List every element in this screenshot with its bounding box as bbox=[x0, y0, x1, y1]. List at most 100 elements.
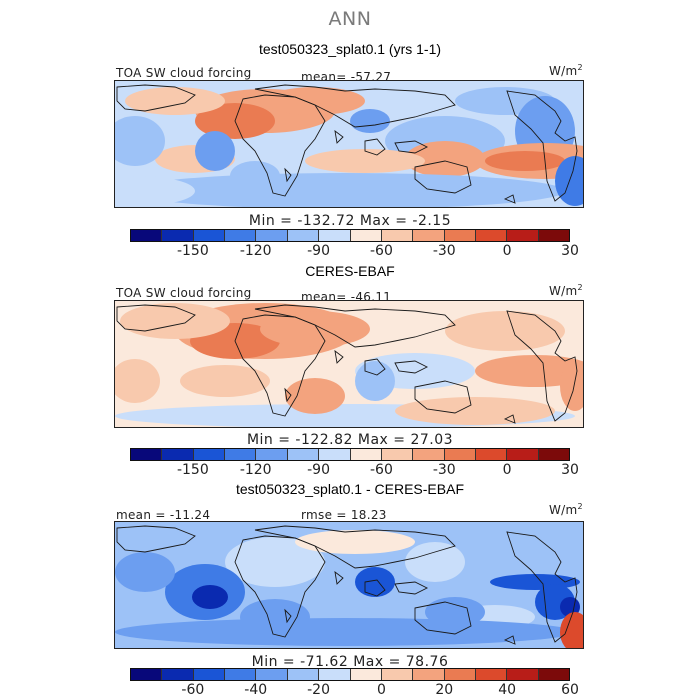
colorbar-tick-label: -90 bbox=[307, 243, 330, 259]
colorbar-tick-label: -30 bbox=[432, 462, 456, 478]
colorbar-tick-label: 20 bbox=[435, 682, 454, 698]
panel-2-units: W/m2 bbox=[549, 283, 583, 298]
figure-title: ANN bbox=[328, 8, 372, 30]
panel-2-left-label: TOA SW cloud forcing bbox=[116, 286, 252, 300]
field-contour bbox=[115, 176, 195, 206]
colorbar-swatch bbox=[287, 230, 320, 241]
field-contour bbox=[265, 87, 365, 115]
colorbar-swatch bbox=[507, 669, 539, 680]
panel-3-map bbox=[114, 521, 584, 649]
coastline bbox=[364, 579, 386, 597]
colorbar-swatch bbox=[381, 449, 414, 460]
colorbar-swatch bbox=[162, 230, 194, 241]
colorbar-tick-label: 0 bbox=[502, 243, 512, 259]
colorbar-tick-label: -30 bbox=[432, 243, 456, 259]
panel-3-colorbar bbox=[130, 668, 570, 681]
colorbar-tick-label: 30 bbox=[561, 243, 579, 259]
panel-3-units-base: W/m bbox=[549, 503, 578, 517]
colorbar-tick-label: 30 bbox=[561, 462, 579, 478]
colorbar-tick-label: 60 bbox=[561, 682, 579, 698]
panel-1-map-svg bbox=[115, 81, 583, 207]
field-contour bbox=[405, 141, 485, 177]
colorbar-swatch bbox=[381, 669, 414, 680]
colorbar-swatch bbox=[413, 449, 445, 460]
panel-1-minmax: Min = -132.72 Max = -2.15 bbox=[248, 213, 452, 229]
coastline bbox=[254, 84, 456, 128]
field-contour bbox=[115, 618, 575, 646]
colorbar-swatch bbox=[475, 449, 508, 460]
colorbar-swatch bbox=[350, 449, 382, 460]
colorbar-tick-label: 40 bbox=[498, 682, 517, 698]
field-contour bbox=[115, 359, 160, 403]
colorbar-swatch bbox=[507, 230, 539, 241]
colorbar-tick-label: -20 bbox=[307, 682, 330, 698]
panel-1-units: W/m2 bbox=[549, 63, 583, 78]
field-contour bbox=[225, 537, 325, 587]
field-contour bbox=[115, 552, 175, 592]
colorbar-swatch bbox=[413, 669, 445, 680]
colorbar-swatch bbox=[538, 230, 570, 241]
field-contour bbox=[120, 303, 230, 339]
panel-3-map-svg bbox=[115, 522, 583, 648]
field-contour bbox=[485, 151, 565, 171]
coastline bbox=[116, 525, 196, 553]
colorbar-tick-label: -60 bbox=[369, 462, 393, 478]
colorbar-swatch bbox=[287, 669, 320, 680]
coastline bbox=[414, 380, 472, 414]
panel-2-minmax: Min = -122.82 Max = 27.03 bbox=[246, 432, 454, 448]
colorbar-swatch bbox=[444, 449, 476, 460]
panel-3-mean-label: mean = -11.24 bbox=[116, 508, 211, 522]
coastline bbox=[284, 608, 292, 624]
field-contour bbox=[285, 378, 345, 414]
coastline bbox=[394, 140, 429, 154]
colorbar-swatch bbox=[225, 230, 257, 241]
panel-3-units: W/m2 bbox=[549, 502, 583, 517]
field-contour bbox=[115, 116, 165, 166]
colorbar-swatch bbox=[475, 669, 508, 680]
colorbar-swatch bbox=[256, 449, 288, 460]
colorbar-swatch bbox=[193, 230, 226, 241]
coastline bbox=[284, 387, 292, 403]
colorbar-tick-label: -60 bbox=[181, 682, 205, 698]
colorbar-swatch bbox=[538, 669, 570, 680]
panel-2-title: CERES-EBAF bbox=[305, 263, 395, 279]
colorbar-swatch bbox=[444, 669, 476, 680]
coastline bbox=[506, 531, 578, 643]
colorbar-tick-label: -120 bbox=[239, 243, 272, 259]
coastline bbox=[116, 84, 196, 112]
coastline bbox=[394, 360, 429, 374]
colorbar-swatch bbox=[225, 449, 257, 460]
panel-2-map bbox=[114, 300, 584, 428]
coastline bbox=[506, 90, 578, 202]
panel-3-minmax: Min = -71.62 Max = 78.76 bbox=[251, 654, 449, 670]
field-contour bbox=[355, 567, 395, 597]
colorbar-swatch bbox=[287, 449, 320, 460]
colorbar-tick-label: 0 bbox=[502, 462, 512, 478]
panel-1-units-base: W/m bbox=[549, 64, 578, 78]
field-contour bbox=[180, 365, 270, 397]
colorbar-tick-label: -40 bbox=[244, 682, 268, 698]
coastline bbox=[503, 635, 516, 645]
colorbar-swatch bbox=[319, 230, 351, 241]
colorbar-tick-label: 0 bbox=[376, 682, 386, 698]
coastline bbox=[503, 194, 516, 204]
field-contour bbox=[192, 585, 228, 609]
panel-1-units-exponent: 2 bbox=[577, 63, 583, 72]
coastline bbox=[394, 581, 429, 595]
colorbar-tick-label: -90 bbox=[307, 462, 330, 478]
field-contour bbox=[260, 311, 370, 347]
field-contour bbox=[125, 87, 225, 115]
field-contour bbox=[295, 530, 415, 554]
panel-3-title: test050323_splat0.1 - CERES-EBAF bbox=[235, 481, 464, 497]
coastline bbox=[503, 414, 516, 424]
panel-1-left-label: TOA SW cloud forcing bbox=[116, 66, 252, 80]
panel-1-map bbox=[114, 80, 584, 208]
colorbar-swatch bbox=[350, 230, 382, 241]
colorbar-swatch bbox=[475, 230, 508, 241]
panel-2-map-svg bbox=[115, 301, 583, 427]
coastline bbox=[334, 570, 344, 585]
colorbar-swatch bbox=[131, 230, 163, 241]
panel-3-rmse-label: rmse = 18.23 bbox=[301, 508, 387, 522]
field-contour bbox=[560, 361, 583, 411]
colorbar-swatch bbox=[162, 669, 194, 680]
